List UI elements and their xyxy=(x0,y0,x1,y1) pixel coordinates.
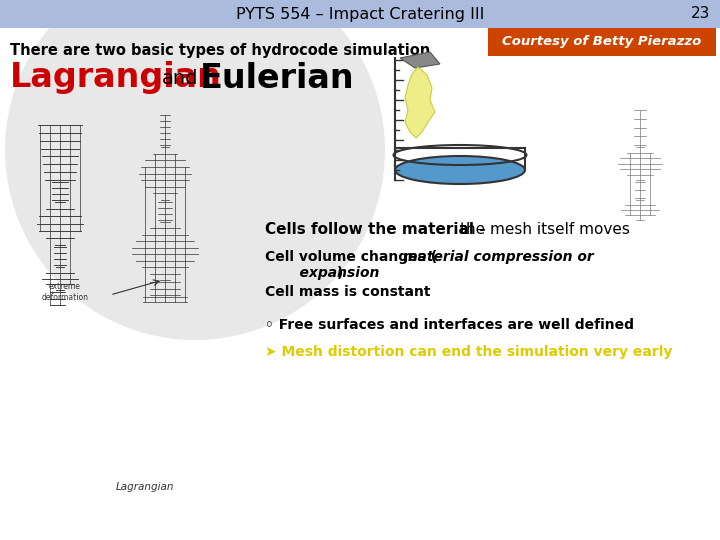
Text: Cell volume changes (: Cell volume changes ( xyxy=(265,250,437,264)
Text: expansion: expansion xyxy=(280,266,379,280)
Circle shape xyxy=(5,0,385,340)
Text: PYTS 554 – Impact Cratering III: PYTS 554 – Impact Cratering III xyxy=(236,6,484,22)
Text: There are two basic types of hydrocode simulation: There are two basic types of hydrocode s… xyxy=(10,43,431,57)
Text: ): ) xyxy=(337,266,343,280)
Bar xyxy=(488,28,716,56)
Text: Lagrangian: Lagrangian xyxy=(10,62,222,94)
Text: Eulerian: Eulerian xyxy=(200,62,355,94)
Text: Cells follow the material -: Cells follow the material - xyxy=(265,222,485,238)
Text: Cell mass is constant: Cell mass is constant xyxy=(265,285,431,299)
Text: the mesh itself moves: the mesh itself moves xyxy=(460,222,630,238)
Text: material compression or: material compression or xyxy=(403,250,594,264)
Polygon shape xyxy=(405,67,435,138)
Text: 23: 23 xyxy=(690,6,710,22)
Text: Courtesy of Betty Pierazzo: Courtesy of Betty Pierazzo xyxy=(503,36,701,49)
Text: and: and xyxy=(162,69,199,87)
Text: extreme
deformation: extreme deformation xyxy=(42,282,89,302)
Text: ➤ Mesh distortion can end the simulation very early: ➤ Mesh distortion can end the simulation… xyxy=(265,345,672,359)
Polygon shape xyxy=(400,52,440,68)
Text: Lagrangian: Lagrangian xyxy=(116,482,174,492)
Text: ◦ Free surfaces and interfaces are well defined: ◦ Free surfaces and interfaces are well … xyxy=(265,318,634,332)
Bar xyxy=(0,0,720,28)
Ellipse shape xyxy=(395,156,525,184)
